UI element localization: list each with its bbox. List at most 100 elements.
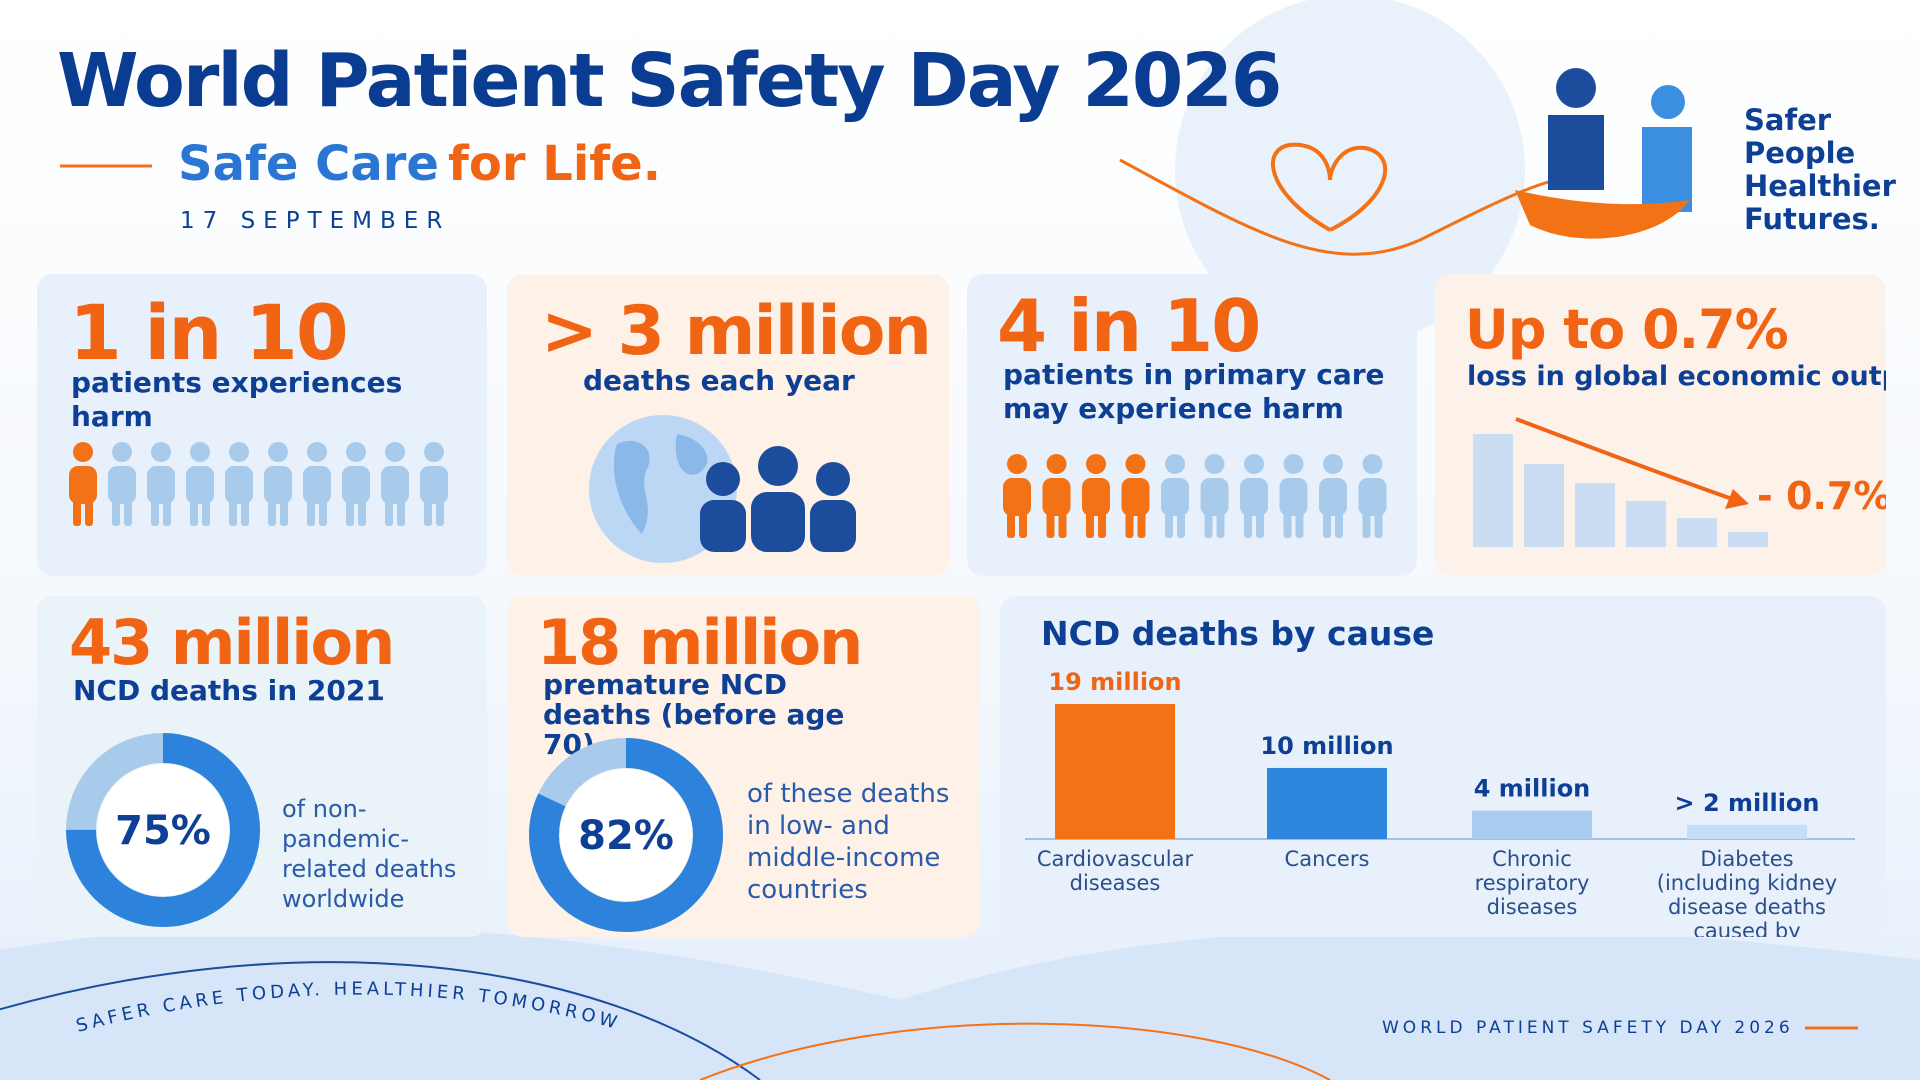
person-leg	[358, 492, 366, 526]
person-leg	[1256, 504, 1264, 538]
person-head	[385, 442, 405, 462]
person-leg	[1283, 504, 1292, 538]
person-leg	[1007, 504, 1015, 538]
person-head	[112, 442, 132, 462]
donut-hole	[97, 764, 229, 896]
headline: Up to 0.7%	[1465, 298, 1789, 361]
person-head	[1046, 454, 1067, 474]
person-leg	[241, 492, 249, 526]
person	[108, 442, 136, 526]
person-head	[1086, 454, 1106, 474]
chart-card: NCD deaths by cause 19 million 10 million…	[1000, 596, 1886, 937]
tagline-line: Safer	[1744, 103, 1832, 137]
person-head	[151, 442, 171, 462]
person	[1240, 454, 1268, 538]
bar	[1267, 767, 1387, 839]
person-head	[1204, 454, 1225, 474]
value-label: 4 million	[1474, 775, 1591, 803]
person	[1279, 454, 1308, 538]
donut-caption: of these deaths in low- and middle-incom…	[747, 779, 950, 905]
person-leg	[1244, 504, 1252, 538]
person-highlighted	[1121, 454, 1150, 538]
donut-text: premature NCD deaths (before age 70)	[543, 668, 845, 761]
headline: 1 in 10	[69, 288, 349, 377]
person-head	[190, 442, 210, 462]
donut-caption: of non-pandemic-related deaths worldwide	[282, 795, 457, 913]
person	[342, 442, 370, 526]
stat-card: > 3 million deaths each year	[507, 274, 949, 576]
footer-slogan-text: SAFER CARE TODAY. HEALTHIER TOMORROW.	[0, 0, 621, 1037]
globe-icon	[589, 415, 856, 563]
person-leg	[1046, 504, 1055, 538]
person-leg	[307, 492, 315, 526]
person-head	[1007, 454, 1027, 474]
person-leg	[190, 492, 198, 526]
title: World Patient Safety Day 2026	[57, 38, 1282, 124]
donut-label: 75%	[115, 808, 211, 854]
person-leg	[1177, 504, 1185, 538]
headline: 4 in 10	[997, 284, 1261, 368]
person-leg	[436, 492, 444, 526]
person-leg	[202, 492, 210, 526]
stat-text: patients experiences harm	[71, 366, 403, 433]
person-leg	[1125, 504, 1134, 538]
decline-chart	[1473, 417, 1768, 547]
person-head	[229, 442, 249, 462]
tagline: Safer People Healthier Futures.	[1744, 104, 1896, 236]
person-leg	[151, 492, 159, 526]
person	[264, 442, 292, 526]
people-row	[1003, 454, 1387, 538]
headline: > 3 million	[541, 292, 932, 371]
person	[303, 442, 331, 526]
stat-text: patients in primary care may experience …	[1003, 358, 1385, 425]
donut-arc	[66, 733, 260, 927]
person-highlighted	[1003, 454, 1031, 538]
person-highlighted	[69, 442, 97, 526]
person-leg	[268, 492, 276, 526]
subtitle-blue: Safe Care	[178, 136, 439, 192]
person	[1319, 454, 1347, 538]
person-head	[1165, 454, 1185, 474]
person-head	[1125, 454, 1146, 474]
donut-arc	[529, 738, 723, 932]
person-leg	[1204, 504, 1213, 538]
person-leg	[1165, 504, 1173, 538]
subtitle-orange: for Life.	[448, 136, 661, 192]
date: 17 SEPTEMBER	[180, 208, 451, 234]
tagline-line: Healthier	[1744, 169, 1896, 203]
bar	[1055, 704, 1175, 839]
person-leg	[1362, 504, 1371, 538]
person-head	[1362, 454, 1383, 474]
person-leg	[1323, 504, 1331, 538]
chart-labels: Cardiovascular diseases Cancers Chronic re…	[1000, 596, 1886, 937]
chart: 19 million 10 million 4 million > 2 million	[1025, 668, 1855, 840]
person-leg	[85, 492, 93, 526]
stat-text: loss in global economic output	[1467, 361, 1886, 392]
footer-slogan: SAFER CARE TODAY. HEALTHIER TOMORROW.	[0, 0, 617, 1037]
donut: 75%	[66, 733, 260, 927]
value-label: > 2 million	[1674, 789, 1819, 817]
person	[1161, 454, 1189, 538]
person-leg	[73, 492, 81, 526]
value-label: 10 million	[1260, 732, 1393, 760]
donut: 82%	[529, 738, 723, 932]
person-leg	[229, 492, 237, 526]
person	[225, 442, 253, 526]
tagline-line: Futures.	[1744, 202, 1880, 236]
person-leg	[1019, 504, 1027, 538]
person-head	[307, 442, 327, 462]
person-highlighted	[1042, 454, 1071, 538]
person-leg	[1335, 504, 1343, 538]
category-label: Chronic respiratory diseases	[1474, 847, 1590, 919]
stat-card: Up to 0.7% loss in global economic outpu…	[1435, 274, 1886, 576]
person	[186, 442, 214, 526]
people-row	[69, 442, 448, 526]
person-head	[268, 442, 288, 462]
category-label: Cancers	[1284, 847, 1370, 871]
donut-hole	[560, 769, 692, 901]
person-head	[1244, 454, 1264, 474]
person-leg	[163, 492, 171, 526]
tagline-line: People	[1744, 136, 1856, 170]
